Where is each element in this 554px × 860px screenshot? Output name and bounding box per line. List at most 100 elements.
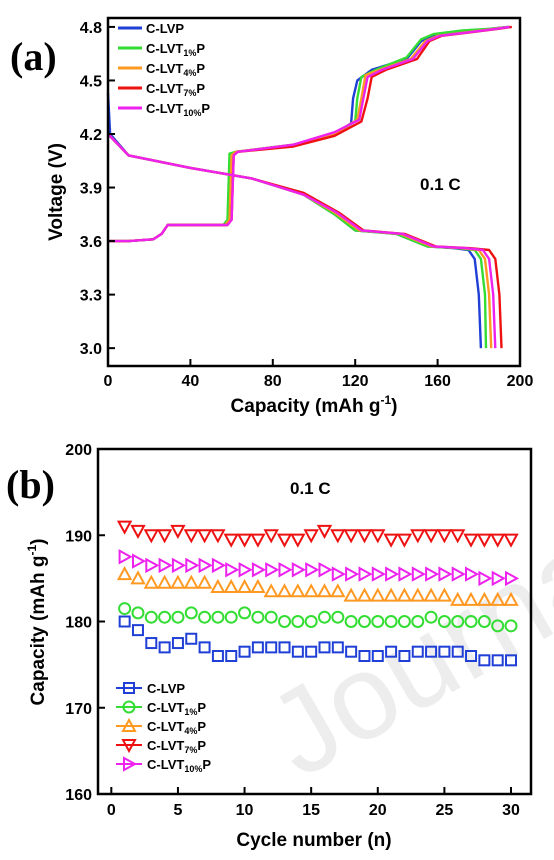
panel-b-series-3-point (463, 591, 479, 606)
panel-b-series-5-point (425, 566, 440, 582)
panel-b-series-2-point (251, 610, 265, 624)
panel-b-label: (b) (6, 462, 55, 507)
panel-b-series-1-point (505, 654, 518, 667)
panel-a-legend-entry: C-LVT4%P (146, 61, 205, 78)
panel-b-series-5-point (451, 566, 466, 582)
panel-b-series-5-point (132, 553, 147, 569)
panel-b-series-2-point (171, 610, 185, 624)
panel-b-x-tick-label: 20 (369, 802, 387, 819)
panel-a-series-2-charge-line (108, 25, 510, 243)
panel-b-series-1-point (251, 641, 264, 654)
panel-b-series-3-point (330, 583, 346, 598)
panel-b-series-2-point (144, 610, 158, 624)
panel-b-x-axis-label: Cycle number (n) (236, 830, 391, 851)
panel-a-legend-entry: C-LVT7%P (146, 81, 205, 98)
panel-b-series-4-point (436, 529, 453, 544)
panel-b-series-1-point (345, 645, 358, 658)
panel-b-y-tick-label: 190 (65, 528, 92, 545)
panel-b-series-5-point (478, 570, 493, 587)
panel-b-series-1-point (398, 650, 411, 662)
panel-b-series-1-point (465, 650, 478, 662)
panel-b-series-3-point (450, 591, 466, 606)
panel-b-x-tick-label: 15 (302, 802, 320, 819)
panel-b-series-5-point (278, 562, 293, 578)
panel-b-series-1-point (145, 637, 158, 650)
panel-b-series-2-point (344, 615, 358, 628)
panel-b-legend-entry: C-LVT1%P (147, 700, 206, 717)
panel-b-series-3-point (263, 583, 279, 598)
panel-b-series-2-point (371, 615, 385, 628)
panel-b-x-tick-label: 10 (236, 802, 254, 819)
panel-b-series-1-point (385, 645, 398, 658)
panel-a-y-tick-label: 4.8 (80, 20, 102, 37)
panel-a-x-axis-label: Capacity (mAh g-1) (231, 393, 398, 417)
panel-a-series-group (106, 25, 512, 349)
panel-b-series-4-point (130, 524, 146, 539)
panel-a-series-2-discharge-line (107, 133, 488, 349)
panel-b-y-axis-label: Capacity (mAh g-1) (25, 539, 49, 706)
panel-a-series-5-discharge-line (107, 133, 497, 349)
panel-b-series-4-point (116, 520, 133, 535)
panel-b-series-2-point (224, 610, 238, 624)
panel-b-series-5-point (331, 566, 346, 582)
panel-b-series-1-point (358, 650, 371, 662)
panel-b-series-5-point (318, 562, 333, 578)
panel-a-legend: C-LVP C-LVT1%P C-LVT4%P C-LVT7%P C-LVT10%P (118, 21, 210, 118)
panel-b-series-2-point (397, 615, 411, 628)
panel-b-series-4-point (236, 533, 253, 548)
panel-b-series-1-point (305, 645, 318, 658)
panel-b-series-4-point (223, 533, 239, 548)
panel-b-series-4-point (183, 529, 199, 544)
panel-b-series-4-point (383, 533, 399, 548)
panel-b-series-1-point (118, 615, 131, 628)
panel-b-series-4-point (423, 529, 439, 544)
panel-b-series-1-point (185, 632, 198, 645)
panel-b-x-tick-label: 0 (107, 802, 116, 819)
panel-a-series-4-discharge-line (107, 133, 503, 349)
panel-b-legend-entry: C-LVT7%P (147, 738, 206, 755)
panel-b-series-1-point (158, 641, 171, 654)
panel-b-legend-marker (121, 739, 137, 754)
panel-b-series-1-point (131, 624, 144, 637)
panel-b-series-2-point (118, 602, 132, 616)
panel-b-series-5-point (358, 566, 373, 582)
panel-b-legend-marker (121, 717, 137, 732)
panel-b-series-5-point (265, 562, 280, 578)
panel-b-series-3-point (116, 566, 133, 581)
panel-b-ticks: 0 5 10 15 20 25 30 160 170 180 190 200 (65, 442, 520, 819)
panel-b-series-2-point (238, 606, 252, 620)
panel-b-series-2-point (424, 610, 438, 624)
panel-b-series-4-point (370, 529, 386, 544)
panel-b-series-3-point (183, 574, 199, 589)
panel-b-series-3-point (396, 587, 413, 602)
panel-b-series-4-point (156, 529, 173, 544)
panel-b-series-2-point (278, 615, 292, 628)
panel-b-series-5-point (225, 562, 240, 578)
panel-b-series-3-point (143, 574, 159, 589)
panel-b-series-4-point (356, 529, 373, 544)
panel-b-series-2-point (211, 610, 225, 624)
panel-b-series-2-point (291, 615, 305, 628)
panel-b-series-5-point (438, 566, 453, 582)
panel-b-series-2-point (384, 615, 398, 628)
panel-b-series-4-point (263, 529, 279, 544)
panel-b-series-1-point (291, 645, 304, 658)
panel-b-legend-marker (122, 700, 136, 714)
panel-b-legend-marker (123, 682, 135, 694)
panel-b-series-1-point (425, 645, 438, 658)
panel-b-series-5-point (291, 562, 306, 578)
panel-b-series-1-point (451, 645, 464, 658)
panel-b-series-5-point (185, 557, 200, 574)
panel-b-series-2-point (158, 610, 172, 624)
panel-a-y-tick-label: 3.3 (80, 288, 102, 305)
panel-a-y-tick-label: 4.2 (80, 127, 102, 144)
panel-b-series-1-point (238, 645, 251, 658)
panel-b-series-4-point (210, 529, 226, 544)
panel-b-series-5-point (371, 566, 386, 582)
panel-b-y-tick-label: 170 (65, 701, 92, 718)
panel-b-series-2-point (264, 610, 278, 624)
panel-a-plot-frame (106, 16, 522, 368)
panel-b-series-3-point (290, 583, 306, 598)
